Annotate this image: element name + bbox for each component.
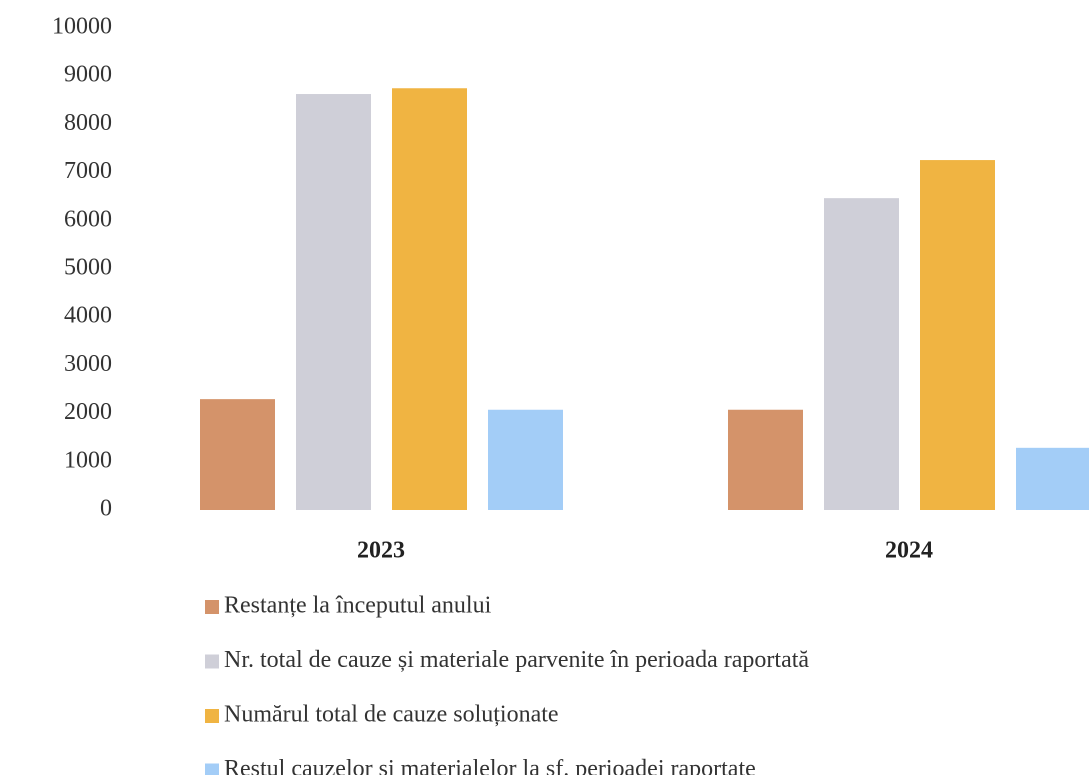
- y-tick-label: 2000: [64, 399, 112, 425]
- bar: [200, 399, 275, 510]
- y-tick-label: 3000: [64, 351, 112, 377]
- y-tick-label: 9000: [64, 62, 112, 88]
- legend-label: Nr. total de cauze și materiale parvenit…: [224, 647, 809, 673]
- legend-label: Numărul total de cauze soluționate: [224, 702, 559, 728]
- bar: [1016, 447, 1089, 510]
- bar: [728, 409, 803, 510]
- x-tick-label: 2023: [357, 538, 405, 564]
- y-tick-label: 5000: [64, 255, 112, 281]
- y-tick-label: 8000: [64, 110, 112, 136]
- bar: [392, 88, 467, 510]
- legend-label: Restanțe la începutul anului: [224, 593, 492, 619]
- bar: [920, 160, 995, 510]
- legend-swatch: [205, 654, 219, 669]
- legend-label: Restul cauzelor și materialelor la sf. p…: [224, 756, 756, 775]
- y-tick-label: 10000: [52, 14, 112, 40]
- bar: [824, 198, 899, 510]
- bar: [488, 409, 563, 510]
- x-tick-label: 2024: [885, 538, 933, 564]
- y-tick-label: 7000: [64, 158, 112, 184]
- y-tick-label: 0: [100, 496, 112, 522]
- legend-swatch: [205, 763, 219, 775]
- y-tick-label: 1000: [64, 447, 112, 473]
- y-tick-label: 4000: [64, 303, 112, 329]
- legend-swatch: [205, 600, 219, 614]
- legend-swatch: [205, 709, 219, 723]
- y-tick-label: 6000: [64, 206, 112, 232]
- bar: [296, 94, 371, 510]
